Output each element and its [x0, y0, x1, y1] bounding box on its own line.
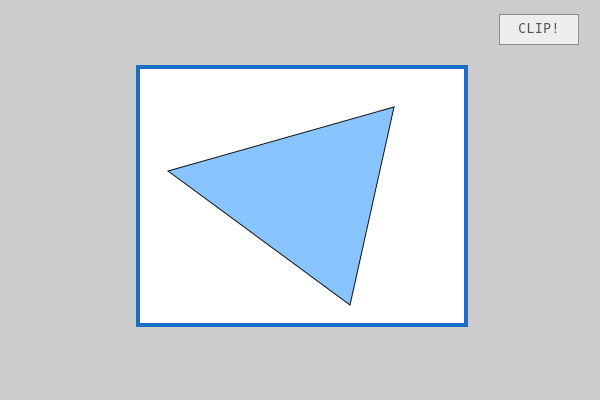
clip-button[interactable]: CLIP! [499, 14, 579, 45]
triangle-shape[interactable] [166, 106, 395, 306]
